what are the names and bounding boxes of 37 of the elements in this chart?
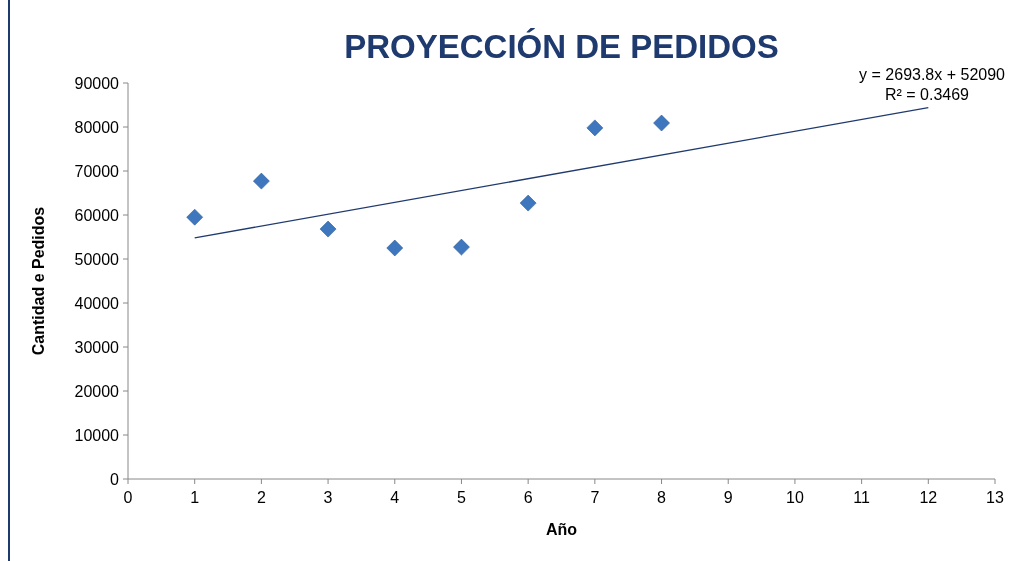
x-tick-label: 7 xyxy=(590,489,600,506)
x-tick-label: 11 xyxy=(853,489,871,506)
x-axis-title: Año xyxy=(545,521,578,538)
x-tick-label: 3 xyxy=(323,489,333,506)
point xyxy=(253,172,270,190)
point xyxy=(186,208,203,226)
y-tick-label: 70000 xyxy=(74,162,120,180)
y-tick-label: 10000 xyxy=(74,426,120,444)
x-tick-label: 13 xyxy=(986,489,1004,506)
y-tick-label: 0 xyxy=(110,470,120,488)
y-tick-label: 60000 xyxy=(74,206,120,224)
annotation: y = 2693.8x + 52090 xyxy=(859,66,1006,83)
x-tick-label: 1 xyxy=(190,489,200,506)
point xyxy=(586,119,604,137)
y-axis-title: Cantidad e Pedidos xyxy=(30,206,47,356)
point xyxy=(519,194,537,212)
x-tick-label: 4 xyxy=(390,489,400,506)
x-tick-label: 10 xyxy=(786,489,804,506)
x-tick-label: 6 xyxy=(523,489,533,506)
x-tick-label: 0 xyxy=(123,489,133,506)
point xyxy=(319,220,337,238)
x-tick-label: 5 xyxy=(457,489,467,506)
y-tick-label: 20000 xyxy=(74,382,120,400)
y-tick-label: 90000 xyxy=(74,74,120,92)
x-tick-label: 8 xyxy=(657,489,667,506)
y-tick-label: 80000 xyxy=(74,118,120,136)
point xyxy=(653,114,670,132)
x-tick-label: 12 xyxy=(919,489,938,506)
point xyxy=(386,239,404,257)
point xyxy=(453,238,470,256)
y-tick-label: 30000 xyxy=(74,338,120,356)
x-tick-label: 9 xyxy=(723,489,733,506)
y-tick-label: 50000 xyxy=(74,250,120,268)
y-tick-label: 40000 xyxy=(74,294,120,312)
x-tick-label: 2 xyxy=(256,489,266,506)
chart-title: PROYECCIÓN DE PEDIDOS xyxy=(344,28,779,65)
annotation: R² = 0.3469 xyxy=(884,86,970,103)
